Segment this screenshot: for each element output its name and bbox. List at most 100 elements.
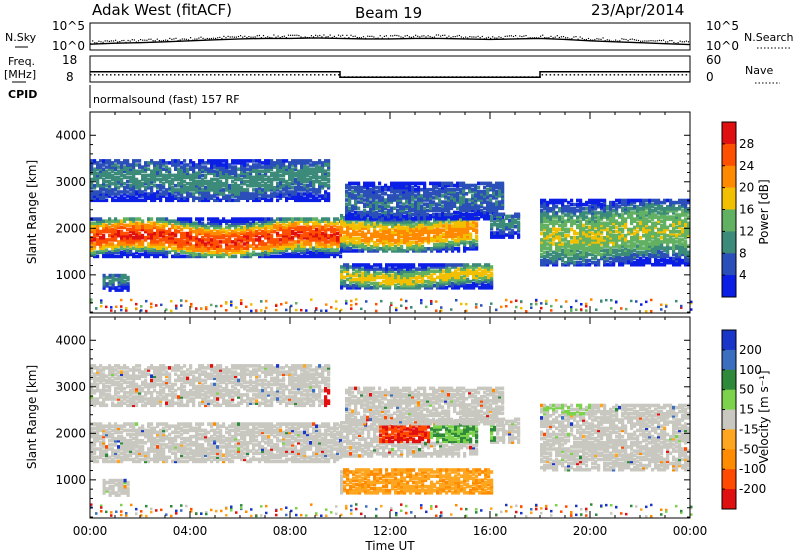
power-cell [240,252,244,257]
power-cell [487,265,491,269]
power-cell [388,283,392,288]
power-cell [324,161,328,165]
power-cell [436,220,440,224]
power-cell [397,240,401,245]
power-cell [288,192,292,196]
power-cell [210,229,214,234]
power-cell [436,263,440,267]
power-cell [174,252,178,257]
power-cell [213,173,217,178]
power-cell [117,223,121,228]
noise-point [217,37,219,39]
power-cell [468,189,472,194]
power-cell [213,231,217,236]
power-cell [207,190,211,194]
power-cell [162,242,166,246]
power-cell [120,173,124,178]
power-cell [108,242,112,246]
power-cell [228,173,232,178]
power-cell [93,171,97,176]
power-cell [99,192,103,196]
power-cell [391,218,395,222]
power-cell [138,252,142,257]
power-cell [303,244,307,248]
noise-point [183,38,185,40]
noise-point [187,39,190,41]
noise-point [687,41,690,43]
power-cell [484,279,488,284]
power-cell [201,252,205,257]
power-cell [340,213,344,218]
power-cell [499,231,503,235]
power-cell [180,233,184,238]
power-cell [403,238,407,243]
power-cell [102,240,106,244]
power-cell [382,273,386,278]
power-cell [282,167,286,171]
power-cell [370,234,374,239]
power-cell [355,277,359,282]
power-cell [439,236,443,241]
noise-point [652,40,654,42]
power-cell [246,190,250,194]
power-cell [96,175,100,180]
power-cell [108,186,112,190]
power-cell [421,222,425,226]
power-cell [364,273,368,278]
power-cell [436,281,440,286]
power-cell [463,269,467,273]
power-cell [459,181,463,186]
power-cell [471,183,475,188]
power-cell [90,223,94,228]
power-cell [270,225,274,230]
power-cell [408,189,412,194]
power-cell [480,192,484,196]
power-cell [318,183,322,188]
power-cell [459,210,463,215]
power-cell [120,238,124,242]
power-cell [436,226,440,230]
power-cell [174,225,178,230]
power-cell [448,267,452,271]
power-cell [315,219,319,223]
power-cell [264,244,268,248]
power-cell [372,202,376,206]
power-cell [132,183,136,188]
power-cell [367,277,371,282]
power-cell [384,204,388,208]
power-cell [105,275,109,280]
power-cell [96,173,100,178]
power-cell [129,198,133,203]
power-cell [276,171,280,176]
power-cell [228,238,232,242]
noise-point [329,34,331,36]
power-cell [346,226,350,230]
power-cell [444,206,448,211]
power-cell [486,204,490,208]
power-cell [429,206,433,211]
power-cell [162,238,166,242]
power-cell [348,181,352,186]
power-cell [138,181,142,186]
power-cell [198,219,202,223]
power-cell [150,192,154,196]
power-cell [402,185,406,190]
power-cell [225,188,229,192]
power-cell [373,232,377,237]
power-cell [481,283,485,288]
power-cell [135,159,139,163]
power-cell [391,247,395,251]
power-cell [219,165,223,169]
power-cell [408,204,412,208]
power-cell [243,194,247,198]
power-cell [132,225,136,230]
power-cell [210,252,214,257]
power-cell [436,234,440,239]
power-cell [156,190,160,194]
power-cell [246,159,250,163]
power-cell [381,206,385,211]
power-cell [117,242,121,246]
power-cell [297,219,301,223]
power-cell [471,212,475,217]
power-cell [300,179,304,184]
